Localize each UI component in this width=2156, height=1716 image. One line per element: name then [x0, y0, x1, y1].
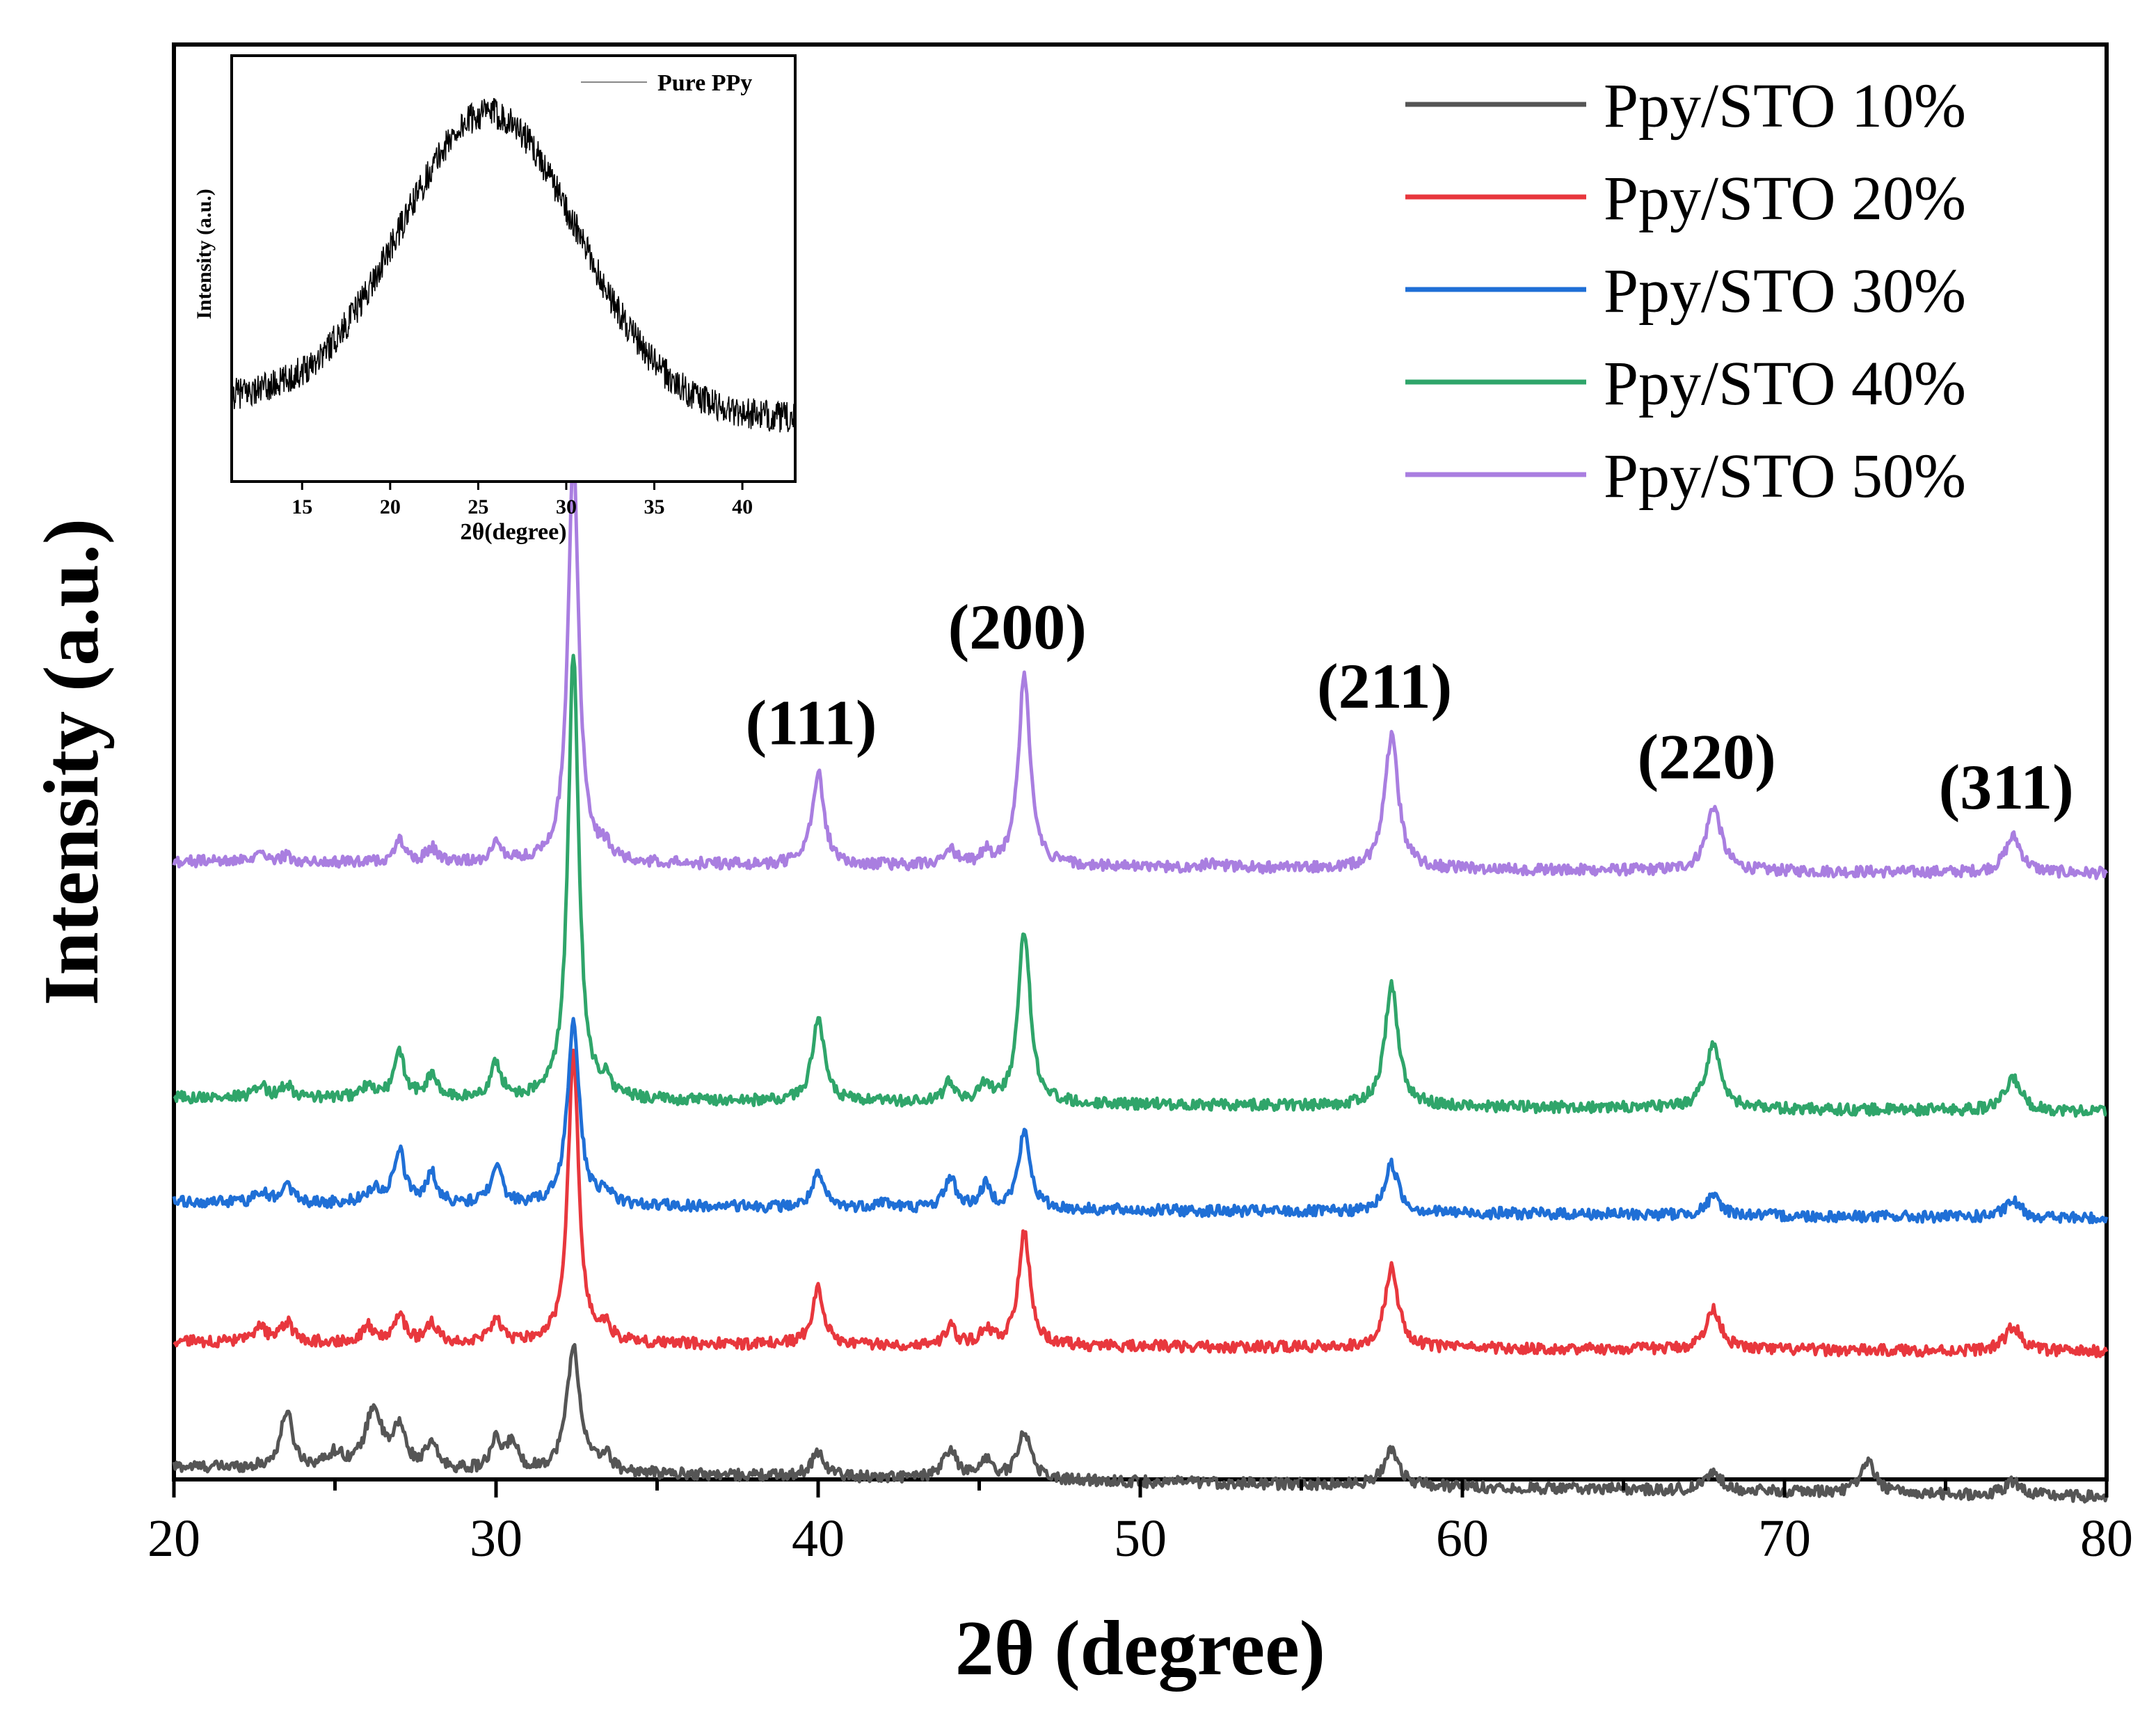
- inset-x-tick-label: 15: [292, 495, 312, 518]
- inset-x-tick-label: 40: [732, 495, 753, 518]
- legend-label-50: Ppy/STO 50%: [1604, 442, 1966, 511]
- x-tick-label: 50: [1114, 1509, 1167, 1568]
- peak-label: (220): [1637, 722, 1775, 793]
- main-series-group: [172, 448, 2109, 1504]
- legend-label-20: Ppy/STO 20%: [1604, 164, 1966, 233]
- inset-x-tick-label: 25: [468, 495, 488, 518]
- x-axis-ticks: 20 30 40 50 60 70 80: [147, 1479, 2133, 1568]
- inset-series-group: [231, 97, 796, 433]
- x-tick-label: 40: [792, 1509, 845, 1568]
- inset-x-tick-label: 30: [556, 495, 577, 518]
- peak-label: (211): [1317, 651, 1452, 722]
- inset-x-axis-title: 2θ(degree): [460, 519, 566, 545]
- inset-x-tick-label: 20: [380, 495, 401, 518]
- inset-x-tick-label: 35: [644, 495, 665, 518]
- x-tick-label: 20: [147, 1509, 200, 1568]
- series-line-40: [173, 653, 2107, 1118]
- legend-label-40: Ppy/STO 40%: [1604, 349, 1966, 418]
- x-tick-label: 60: [1436, 1509, 1489, 1568]
- inset-frame: [230, 54, 797, 483]
- inset-x-ticks: 15 20 25 30 35 40: [292, 482, 753, 518]
- x-tick-label: 80: [2080, 1509, 2133, 1568]
- inset-series-line: [231, 97, 796, 433]
- x-axis-title: 2θ (degree): [955, 1605, 1325, 1692]
- legend-label-30: Ppy/STO 30%: [1604, 257, 1966, 326]
- legend: Ppy/STO 10% Ppy/STO 20% Ppy/STO 30% Ppy/…: [1405, 72, 1966, 511]
- inset-legend-label: Pure PPy: [657, 70, 752, 96]
- inset-y-axis-title: Intensity (a.u.): [193, 189, 216, 319]
- y-axis-title: Intensity (a.u.): [29, 518, 115, 1006]
- peak-label: (200): [948, 591, 1087, 662]
- legend-label-10: Ppy/STO 10%: [1604, 72, 1966, 141]
- series-line-30: [172, 1017, 2109, 1225]
- inset-chart: 15 20 25 30 35 40 Pure PPy 2θ(degree) Intensi…: [193, 54, 797, 545]
- peak-label: (111): [745, 687, 877, 758]
- x-tick-label: 70: [1758, 1509, 1811, 1568]
- peak-label: (311): [1939, 752, 2074, 823]
- series-line-50: [172, 448, 2109, 880]
- series-line-20: [173, 1048, 2109, 1358]
- x-tick-label: 30: [470, 1509, 522, 1568]
